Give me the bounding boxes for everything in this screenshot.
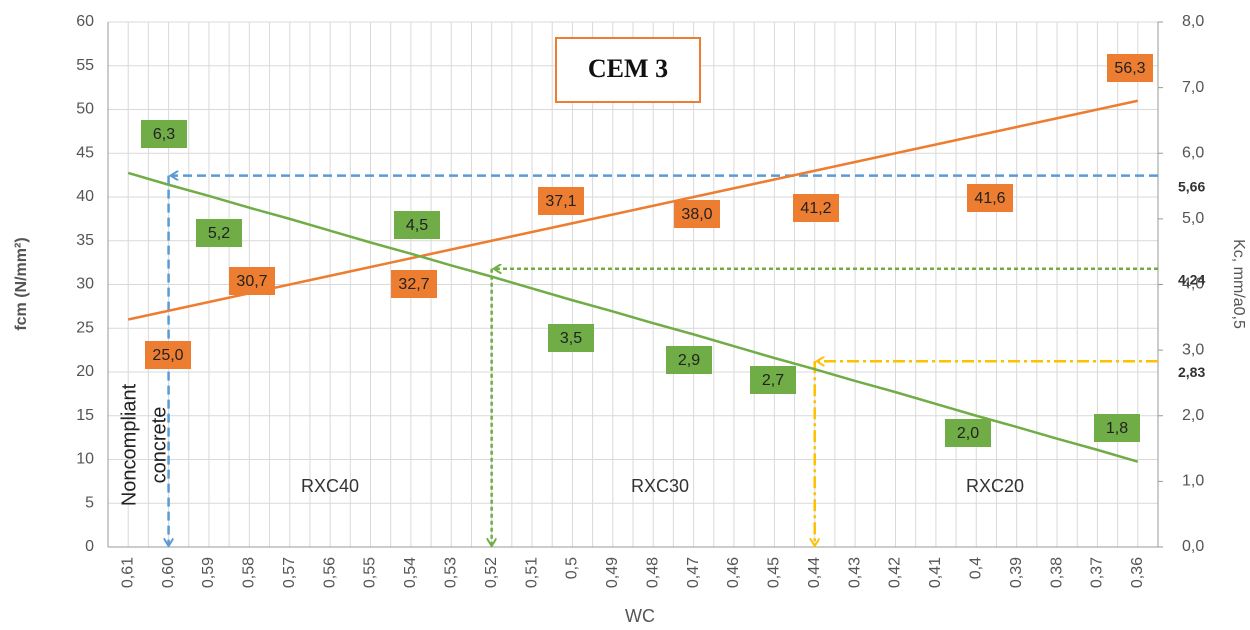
data-label-box [548,324,594,352]
y2-tick-label: 2,0 [1182,407,1204,424]
region-label: RXC40 [301,476,359,496]
data-label: 25,0 [152,347,183,364]
data-label: 2,0 [957,425,979,442]
data-label-box [666,346,712,374]
x-tick-label: 0,42 [887,557,904,588]
data-label: 2,9 [678,352,700,369]
y-tick-label: 0 [85,538,94,555]
x-tick-label: 0,46 [725,557,742,588]
x-tick-label: 0,41 [927,557,944,588]
data-label: 5,2 [208,225,230,242]
noncompliant-label: Noncompliant [118,383,140,506]
x-tick-label: 0,59 [200,557,217,588]
data-label-box [394,211,440,239]
x-tick-label: 0,43 [846,557,863,588]
data-label-box [1107,54,1153,82]
data-label: 38,0 [681,206,712,223]
data-label-box [196,219,242,247]
data-label-box [750,366,796,394]
y-tick-label: 40 [76,188,94,205]
data-label-box [145,341,191,369]
y2-tick-label: 4,0 [1182,276,1204,293]
data-label: 2,7 [762,372,784,389]
data-label-box [967,184,1013,212]
y-tick-label: 45 [76,144,94,161]
x-tick-label: 0,51 [523,557,540,588]
y2-tick-label: 7,0 [1182,79,1204,96]
reference-label: 4,24 [1178,271,1205,287]
y2-tick-label: 0,0 [1182,538,1204,555]
series-line [127,171,1139,463]
data-label: 3,5 [560,330,582,347]
x-tick-label: 0,56 [321,557,338,588]
reference-label: 2,83 [1178,364,1205,380]
x-tick-label: 0,53 [442,557,459,588]
y-tick-label: 10 [76,451,94,468]
y-tick-label: 35 [76,232,94,249]
y-tick-label: 15 [76,407,94,424]
data-label-box [793,194,839,222]
noncompliant-label: concrete [148,407,170,484]
data-label-box [945,419,991,447]
data-label: 37,1 [545,193,576,210]
y2-tick-label: 1,0 [1182,473,1204,490]
region-label: RXC20 [966,476,1024,496]
x-tick-label: 0,36 [1129,557,1146,588]
x-tick-label: 0,38 [1048,557,1065,588]
y2-tick-label: 8,0 [1182,13,1204,30]
x-tick-label: 0,49 [604,557,621,588]
y-tick-label: 25 [76,319,94,336]
region-label: RXC30 [631,476,689,496]
data-label: 41,6 [974,190,1005,207]
y-tick-label: 60 [76,13,94,30]
series-line [127,99,1139,321]
x-tick-label: 0,54 [402,557,419,588]
x-tick-label: 0,4 [967,557,984,579]
data-label: 4,5 [406,217,428,234]
x-tick-label: 0,44 [806,557,823,588]
data-label: 1,8 [1106,420,1128,437]
y-tick-label: 30 [76,276,94,293]
x-tick-label: 0,61 [119,557,136,588]
data-label-box [141,120,187,148]
x-tick-label: 0,37 [1089,557,1106,588]
x-tick-label: 0,45 [766,557,783,588]
x-tick-label: 0,48 [644,557,661,588]
y2-tick-label: 5,0 [1182,210,1204,227]
y-tick-label: 55 [76,57,94,74]
y-axis-label: fcm (N/mm²) [13,237,30,330]
data-label-box [1094,414,1140,442]
y-tick-label: 50 [76,101,94,118]
x-tick-label: 0,52 [483,557,500,588]
title-box [555,37,701,103]
x-tick-label: 0,60 [160,557,177,588]
x-tick-label: 0,39 [1008,557,1025,588]
data-label: 30,7 [236,273,267,290]
data-label-box [229,267,275,295]
data-label: 41,2 [800,200,831,217]
data-label: 6,3 [153,126,175,143]
x-tick-label: 0,57 [281,557,298,588]
x-axis-label: WC [625,606,655,626]
reference-label: 5,66 [1178,178,1205,194]
chart-title: CEM 3 [588,54,668,83]
x-tick-label: 0,5 [564,557,581,579]
data-label-box [538,187,584,215]
x-tick-label: 0,47 [685,557,702,588]
y2-axis-label: Kc, mm/a0,5 [1230,239,1247,329]
data-label: 32,7 [398,276,429,293]
y-tick-label: 20 [76,363,94,380]
x-tick-label: 0,55 [362,557,379,588]
y2-tick-label: 3,0 [1182,341,1204,358]
y2-tick-label: 6,0 [1182,144,1204,161]
data-label-box [391,270,437,298]
data-label-box [674,200,720,228]
x-tick-label: 0,58 [241,557,258,588]
y-tick-label: 5 [85,494,94,511]
data-label: 56,3 [1114,60,1145,77]
